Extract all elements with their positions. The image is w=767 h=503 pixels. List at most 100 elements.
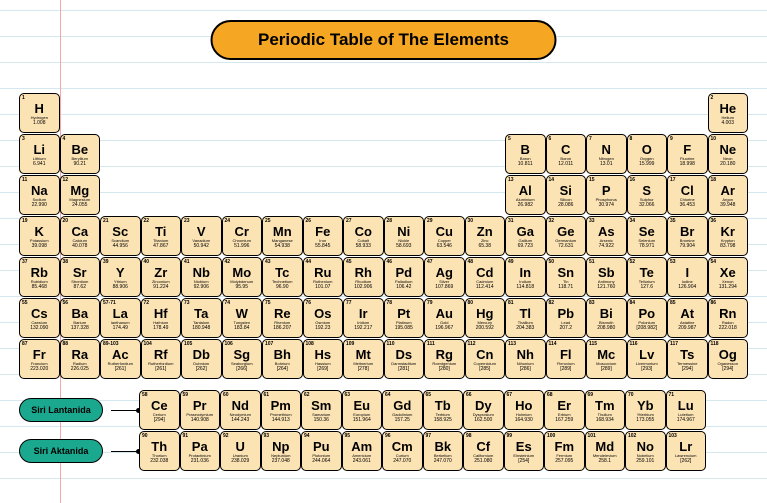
atomic-number: 109: [346, 341, 354, 347]
atomic-number: 15: [589, 177, 595, 183]
atomic-number: 25: [265, 218, 271, 224]
atomic-number: 106: [225, 341, 233, 347]
atomic-mass: 101.07: [315, 285, 330, 290]
element-cell: 52TeTellurium127.6: [627, 257, 668, 297]
atomic-mass: 126.904: [678, 285, 696, 290]
element-cell: 102NoNobelium259.101: [625, 431, 666, 471]
element-symbol: Cf: [476, 440, 490, 453]
element-cell: 16SSulphur32.066: [627, 175, 668, 215]
element-cell: 109MtMeitnerium[278]: [343, 339, 384, 379]
atomic-mass: 28.086: [558, 203, 573, 208]
atomic-number: 52: [630, 259, 636, 265]
element-symbol: Po: [638, 307, 655, 320]
element-symbol: Zn: [477, 225, 493, 238]
atomic-number: 108: [306, 341, 314, 347]
atomic-mass: 209.987: [678, 326, 696, 331]
atomic-mass: 50.942: [194, 244, 209, 249]
element-cell: 100FmFermium257.095: [544, 431, 585, 471]
actinide-label-pill: Siri Aktanida: [19, 439, 103, 463]
atomic-number: 95: [345, 433, 351, 439]
atomic-number: 78: [387, 300, 393, 306]
atomic-number: 20: [63, 218, 69, 224]
element-cell: 46PdPalladium106.42: [384, 257, 425, 297]
atomic-mass: 87.62: [73, 285, 86, 290]
atomic-mass: [293]: [641, 367, 652, 372]
element-cell: 113NhNihonium[286]: [505, 339, 546, 379]
element-symbol: Al: [519, 184, 532, 197]
element-symbol: La: [113, 307, 128, 320]
atomic-mass: 44.956: [113, 244, 128, 249]
element-symbol: Ag: [436, 266, 453, 279]
element-symbol: Er: [557, 399, 571, 412]
atomic-number: 8: [630, 136, 633, 142]
element-cell: 83BiBismuth208.980: [586, 298, 627, 338]
element-symbol: Kr: [721, 225, 735, 238]
atomic-number: 1: [22, 95, 25, 101]
atomic-mass: 96.90: [276, 285, 289, 290]
atomic-mass: 4.003: [721, 121, 734, 126]
element-cell: 19KPotassium39.098: [19, 216, 60, 256]
atomic-number: 118: [711, 341, 719, 347]
element-cell: 67HoHolmium164.930: [504, 390, 545, 430]
element-cell: 36KrKrypton83.798: [708, 216, 749, 256]
atomic-mass: 168.934: [596, 418, 614, 423]
element-cell: 39YYttrium88.906: [100, 257, 141, 297]
element-cell: 62SmSamarium150.36: [301, 390, 342, 430]
element-symbol: Mg: [70, 184, 89, 197]
element-symbol: Sm: [311, 399, 331, 412]
atomic-mass: [294]: [154, 418, 165, 423]
atomic-mass: [294]: [722, 367, 733, 372]
atomic-number: 94: [304, 433, 310, 439]
atomic-number: 4: [63, 136, 66, 142]
element-cell: 95AmAmericium243.061: [342, 431, 383, 471]
element-symbol: Lr: [679, 440, 692, 453]
atomic-mass: 195.085: [395, 326, 413, 331]
atomic-number: 99: [507, 433, 513, 439]
element-cell: 76OsOsmium192.23: [303, 298, 344, 338]
atomic-mass: 13.01: [600, 162, 613, 167]
atomic-mass: [254]: [518, 459, 529, 464]
atomic-number: 44: [306, 259, 312, 265]
element-symbol: Pm: [271, 399, 291, 412]
element-cell: 28NiNickle58.693: [384, 216, 425, 256]
element-cell: 73TaTantalum180.948: [181, 298, 222, 338]
atomic-mass: 95.95: [235, 285, 248, 290]
atomic-number: 45: [346, 259, 352, 265]
element-cell: 68ErErbium167.259: [544, 390, 585, 430]
atomic-mass: 238.029: [231, 459, 249, 464]
element-cell: 48CdCadmium112.414: [465, 257, 506, 297]
element-symbol: Pu: [313, 440, 330, 453]
atomic-mass: 1.008: [33, 121, 46, 126]
atomic-number: 30: [468, 218, 474, 224]
atomic-number: 103: [669, 433, 677, 439]
element-cell: 75ReRhenium186.207: [262, 298, 303, 338]
atomic-number: 22: [144, 218, 150, 224]
atomic-mass: 150.36: [314, 418, 329, 423]
atomic-number: 105: [184, 341, 192, 347]
atomic-mass: 204.383: [516, 326, 534, 331]
element-cell: 97BkBerkelium247.070: [423, 431, 464, 471]
element-symbol: Se: [639, 225, 655, 238]
atomic-number: 51: [589, 259, 595, 265]
element-cell: 24CrChromium51.996: [222, 216, 263, 256]
atomic-number: 47: [427, 259, 433, 265]
atomic-mass: 112.414: [476, 285, 494, 290]
element-symbol: Th: [151, 440, 167, 453]
element-cell: 23VVanadium50.942: [181, 216, 222, 256]
atomic-number: 57-71: [103, 300, 116, 306]
element-symbol: Yb: [637, 399, 654, 412]
atomic-number: 40: [144, 259, 150, 265]
atomic-mass: 174.967: [677, 418, 695, 423]
element-cell: 53IIodine126.904: [667, 257, 708, 297]
atomic-mass: 137.328: [71, 326, 89, 331]
atomic-number: 11: [22, 177, 27, 183]
atomic-mass: 162.500: [474, 418, 492, 423]
element-cell: 65TbTerbium158.925: [423, 390, 464, 430]
element-cell: 80HgMercury200.592: [465, 298, 506, 338]
element-symbol: Nb: [193, 266, 210, 279]
element-cell: 30ZnZinc65.38: [465, 216, 506, 256]
element-cell: 99EsEinsteinium[254]: [504, 431, 545, 471]
atomic-mass: 223.020: [30, 367, 48, 372]
element-cell: 14SiSilicon28.086: [546, 175, 587, 215]
element-cell: 29CuCopper63.546: [424, 216, 465, 256]
